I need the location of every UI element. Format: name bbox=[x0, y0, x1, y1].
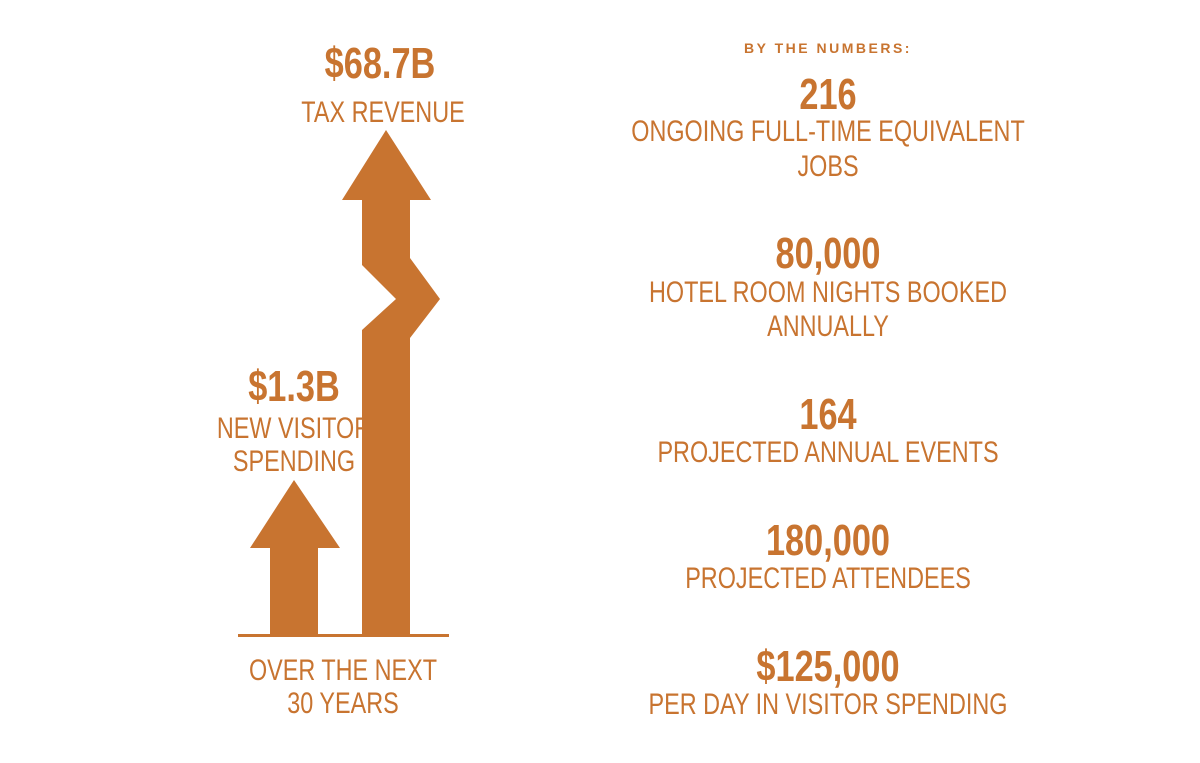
by-the-numbers-heading: BY THE NUMBERS: bbox=[744, 40, 912, 56]
stat-label: ONGOING FULL-TIME EQUIVALENT bbox=[631, 115, 1025, 148]
stat-value: 80,000 bbox=[775, 229, 881, 278]
stat-label: HOTEL ROOM NIGHTS BOOKED bbox=[649, 276, 1007, 309]
stat-value: $125,000 bbox=[756, 642, 900, 691]
stat-label: PROJECTED ATTENDEES bbox=[685, 562, 971, 595]
stat-value: 164 bbox=[799, 390, 857, 439]
stat-label: JOBS bbox=[797, 150, 859, 183]
tax-revenue-label: TAX REVENUE bbox=[301, 96, 465, 129]
stat-value: 216 bbox=[799, 70, 857, 119]
timeframe-line2: 30 YEARS bbox=[287, 687, 399, 720]
tax-revenue-value: $68.7B bbox=[324, 39, 436, 88]
tall-up-arrow-icon bbox=[342, 130, 440, 634]
stat-label: PER DAY IN VISITOR SPENDING bbox=[648, 688, 1008, 721]
stat-label: ANNUALLY bbox=[767, 310, 889, 343]
short-up-arrow-icon bbox=[250, 480, 340, 634]
visitor-spending-value: $1.3B bbox=[248, 362, 340, 411]
stat-value: 180,000 bbox=[765, 516, 891, 565]
baseline-divider bbox=[238, 634, 449, 637]
timeframe-line1: OVER THE NEXT bbox=[248, 654, 438, 687]
visitor-spending-label-line2: SPENDING bbox=[232, 445, 356, 478]
stat-label: PROJECTED ANNUAL EVENTS bbox=[657, 436, 999, 469]
visitor-spending-label-line1: NEW VISITOR bbox=[216, 412, 372, 445]
